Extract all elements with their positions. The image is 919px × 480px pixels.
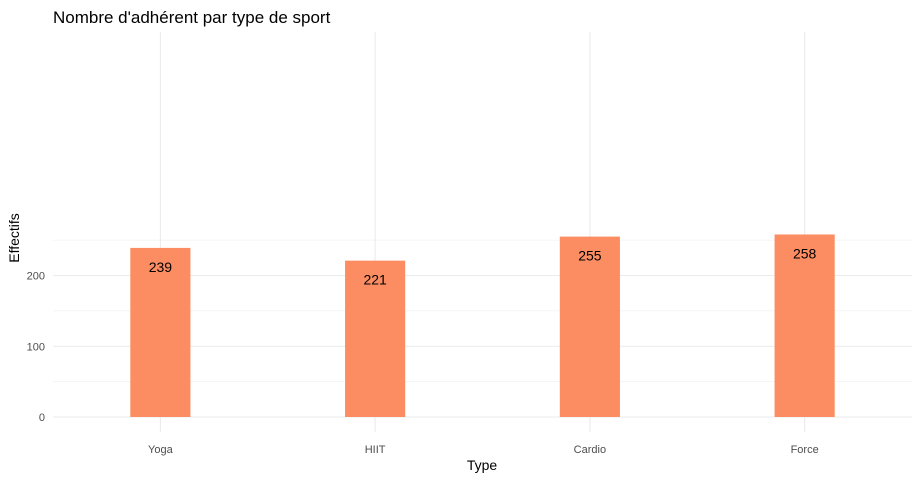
data-label-cardio: 255 (578, 248, 602, 264)
x-tick-label: Yoga (148, 444, 174, 456)
chart-title: Nombre d'adhérent par type de sport (53, 8, 331, 27)
data-label-hiit: 221 (363, 272, 387, 288)
x-axis-title: Type (467, 457, 498, 473)
x-tick-label: Force (791, 444, 819, 456)
bars: 239 221 255 258 (130, 234, 835, 417)
y-tick-label: 200 (27, 271, 45, 283)
y-tick-label: 0 (39, 412, 45, 424)
x-tick-label: Cardio (574, 444, 606, 456)
y-tick-label: 100 (27, 341, 45, 353)
data-label-force: 258 (793, 245, 817, 261)
data-label-yoga: 239 (149, 259, 173, 275)
y-axis-title: Effectifs (6, 213, 22, 263)
bar-force (774, 234, 835, 417)
bar-yoga (130, 247, 191, 417)
bar-hiit (345, 260, 406, 417)
x-tick-label: HIIT (365, 444, 386, 456)
bar-cardio (559, 236, 620, 417)
tick-labels: 0 100 200 Yoga HIIT Cardio Force (27, 271, 819, 457)
